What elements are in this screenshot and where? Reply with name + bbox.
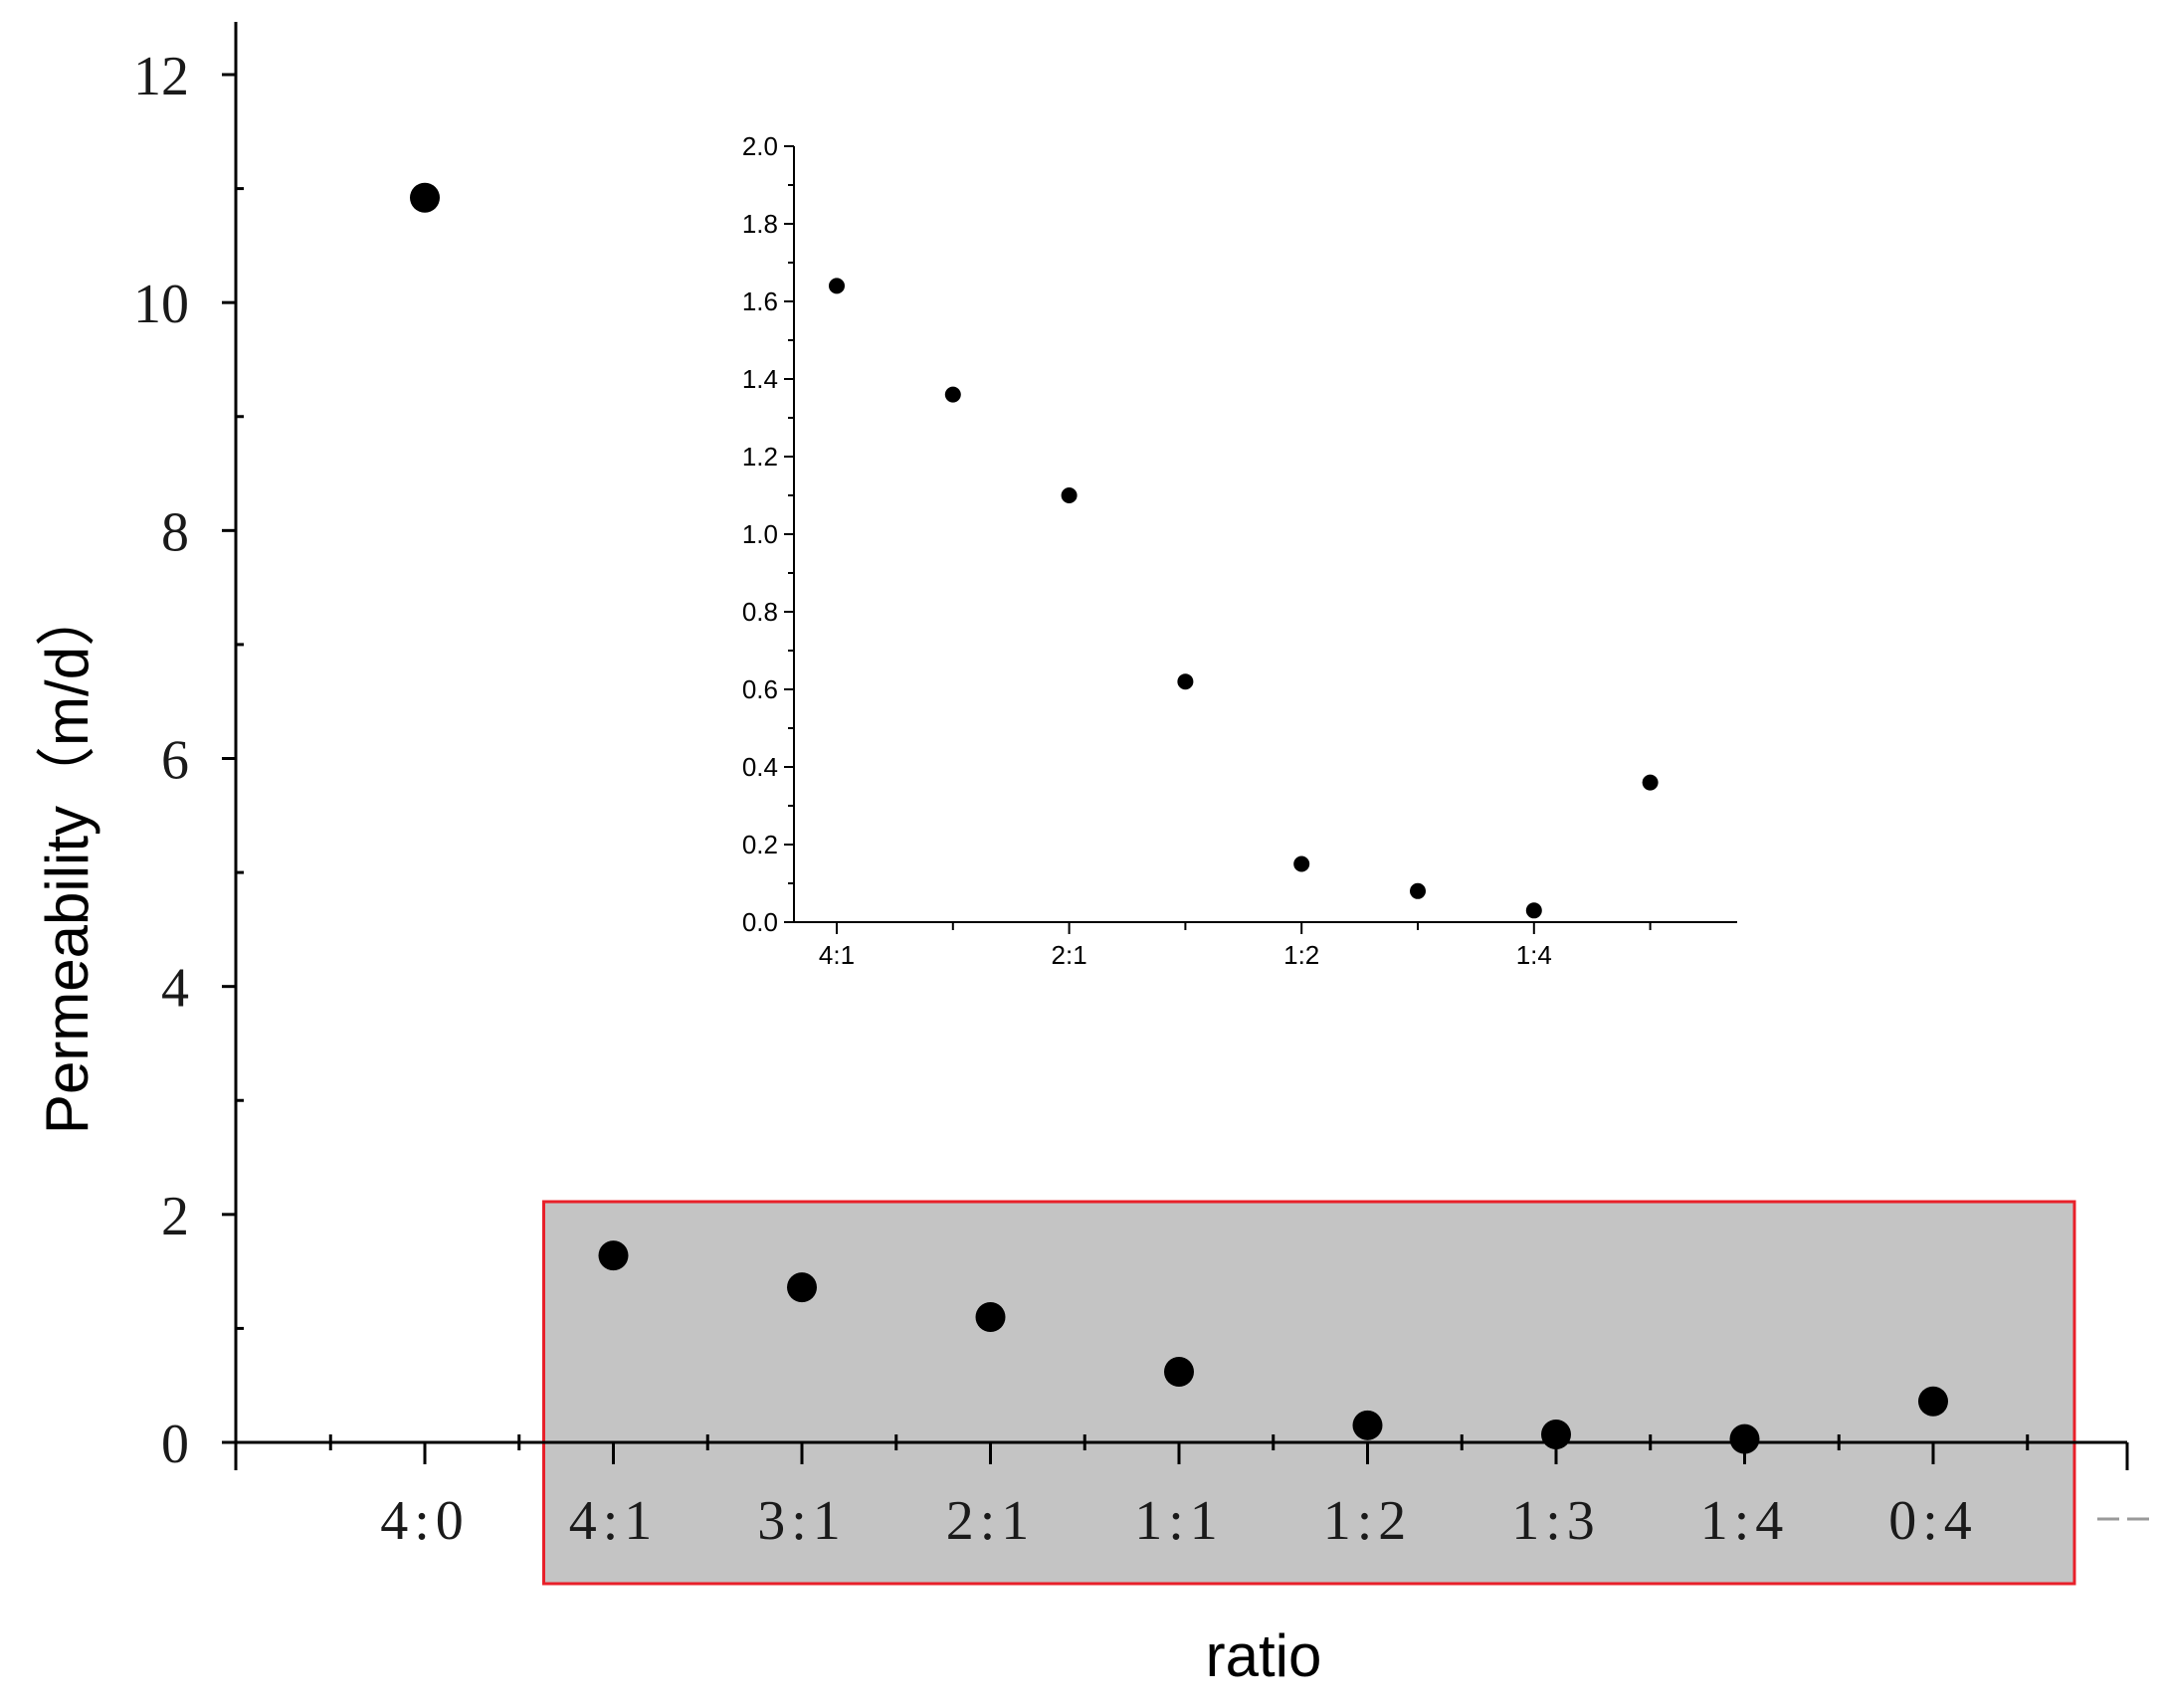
inset-y-tick-label: 1.4: [742, 364, 778, 394]
inset-data-point: [1410, 882, 1426, 899]
x-tick-label: 1:3: [1511, 1490, 1601, 1552]
data-point: [1352, 1410, 1383, 1440]
data-point: [975, 1301, 1006, 1332]
data-point: [1729, 1423, 1760, 1454]
y-tick-label: 8: [161, 501, 189, 563]
y-tick-label: 12: [133, 46, 189, 107]
data-point: [1541, 1419, 1571, 1449]
x-tick-label: 0:4: [1888, 1490, 1978, 1552]
y-tick-label: 2: [161, 1186, 189, 1247]
x-tick-label: 3:1: [757, 1490, 847, 1552]
inset-y-tick-label: 2.0: [742, 131, 778, 161]
inset-data-point: [1525, 902, 1542, 919]
data-point: [1164, 1356, 1194, 1387]
inset-chart: 0.0 0.2 0.4 0.6 0.8 1.0 1.2 1.4 1.6 1.8 2.0 4:1 2:1 1…: [742, 131, 1737, 970]
x-tick-label: 1:2: [1323, 1490, 1413, 1552]
main-chart-background: [542, 1200, 2076, 1586]
inset-y-tick-label: 0.2: [742, 830, 778, 859]
highlight-region: [542, 1200, 2076, 1586]
inset-y-tick-label: 0.4: [742, 752, 778, 782]
y-tick-label: 6: [161, 730, 189, 792]
inset-x-tick-label: 4:1: [819, 940, 855, 970]
inset-y-tick-label: 1.8: [742, 209, 778, 239]
y-tick-label: 10: [133, 274, 189, 335]
inset-y-tick-label: 0.0: [742, 907, 778, 937]
x-tick-label: 1:1: [1134, 1490, 1224, 1552]
y-tick-label: 0: [161, 1414, 189, 1475]
inset-y-tick-label: 1.6: [742, 286, 778, 316]
data-point: [787, 1272, 817, 1303]
inset-x-tick-label: 1:2: [1283, 940, 1319, 970]
x-tick-label: 1:4: [1700, 1490, 1790, 1552]
main-chart-labels: 0 2 4 6 8 10 12 4:0 4:1 3:1 2:1 1:1 1:2 1:3 1:4 0:4: [133, 46, 1978, 1552]
inset-data-point: [944, 386, 961, 403]
inset-data-point: [829, 278, 845, 294]
inset-data-point: [1642, 774, 1659, 791]
inset-data-point: [1177, 673, 1194, 690]
inset-y-tick-label: 0.8: [742, 597, 778, 627]
inset-data-point: [1061, 487, 1078, 503]
data-point: [410, 182, 440, 213]
data-point: [598, 1240, 629, 1271]
main-chart-points: [410, 182, 1948, 1454]
inset-data-point: [1293, 855, 1310, 872]
inset-x-tick-label: 2:1: [1052, 940, 1087, 970]
y-tick-label: 4: [161, 958, 189, 1020]
inset-y-tick-label: 1.0: [742, 519, 778, 549]
x-tick-label: 4:0: [380, 1490, 470, 1552]
inset-y-tick-label: 1.2: [742, 442, 778, 472]
x-tick-label: 4:1: [569, 1490, 659, 1552]
y-axis-title: Permeability（m/d）: [34, 587, 100, 1134]
x-tick-label: 2:1: [946, 1490, 1036, 1552]
inset-y-tick-label: 0.6: [742, 674, 778, 704]
data-point: [1918, 1386, 1948, 1417]
x-axis-title: ratio: [1206, 1622, 1322, 1689]
inset-x-tick-label: 1:4: [1516, 940, 1552, 970]
